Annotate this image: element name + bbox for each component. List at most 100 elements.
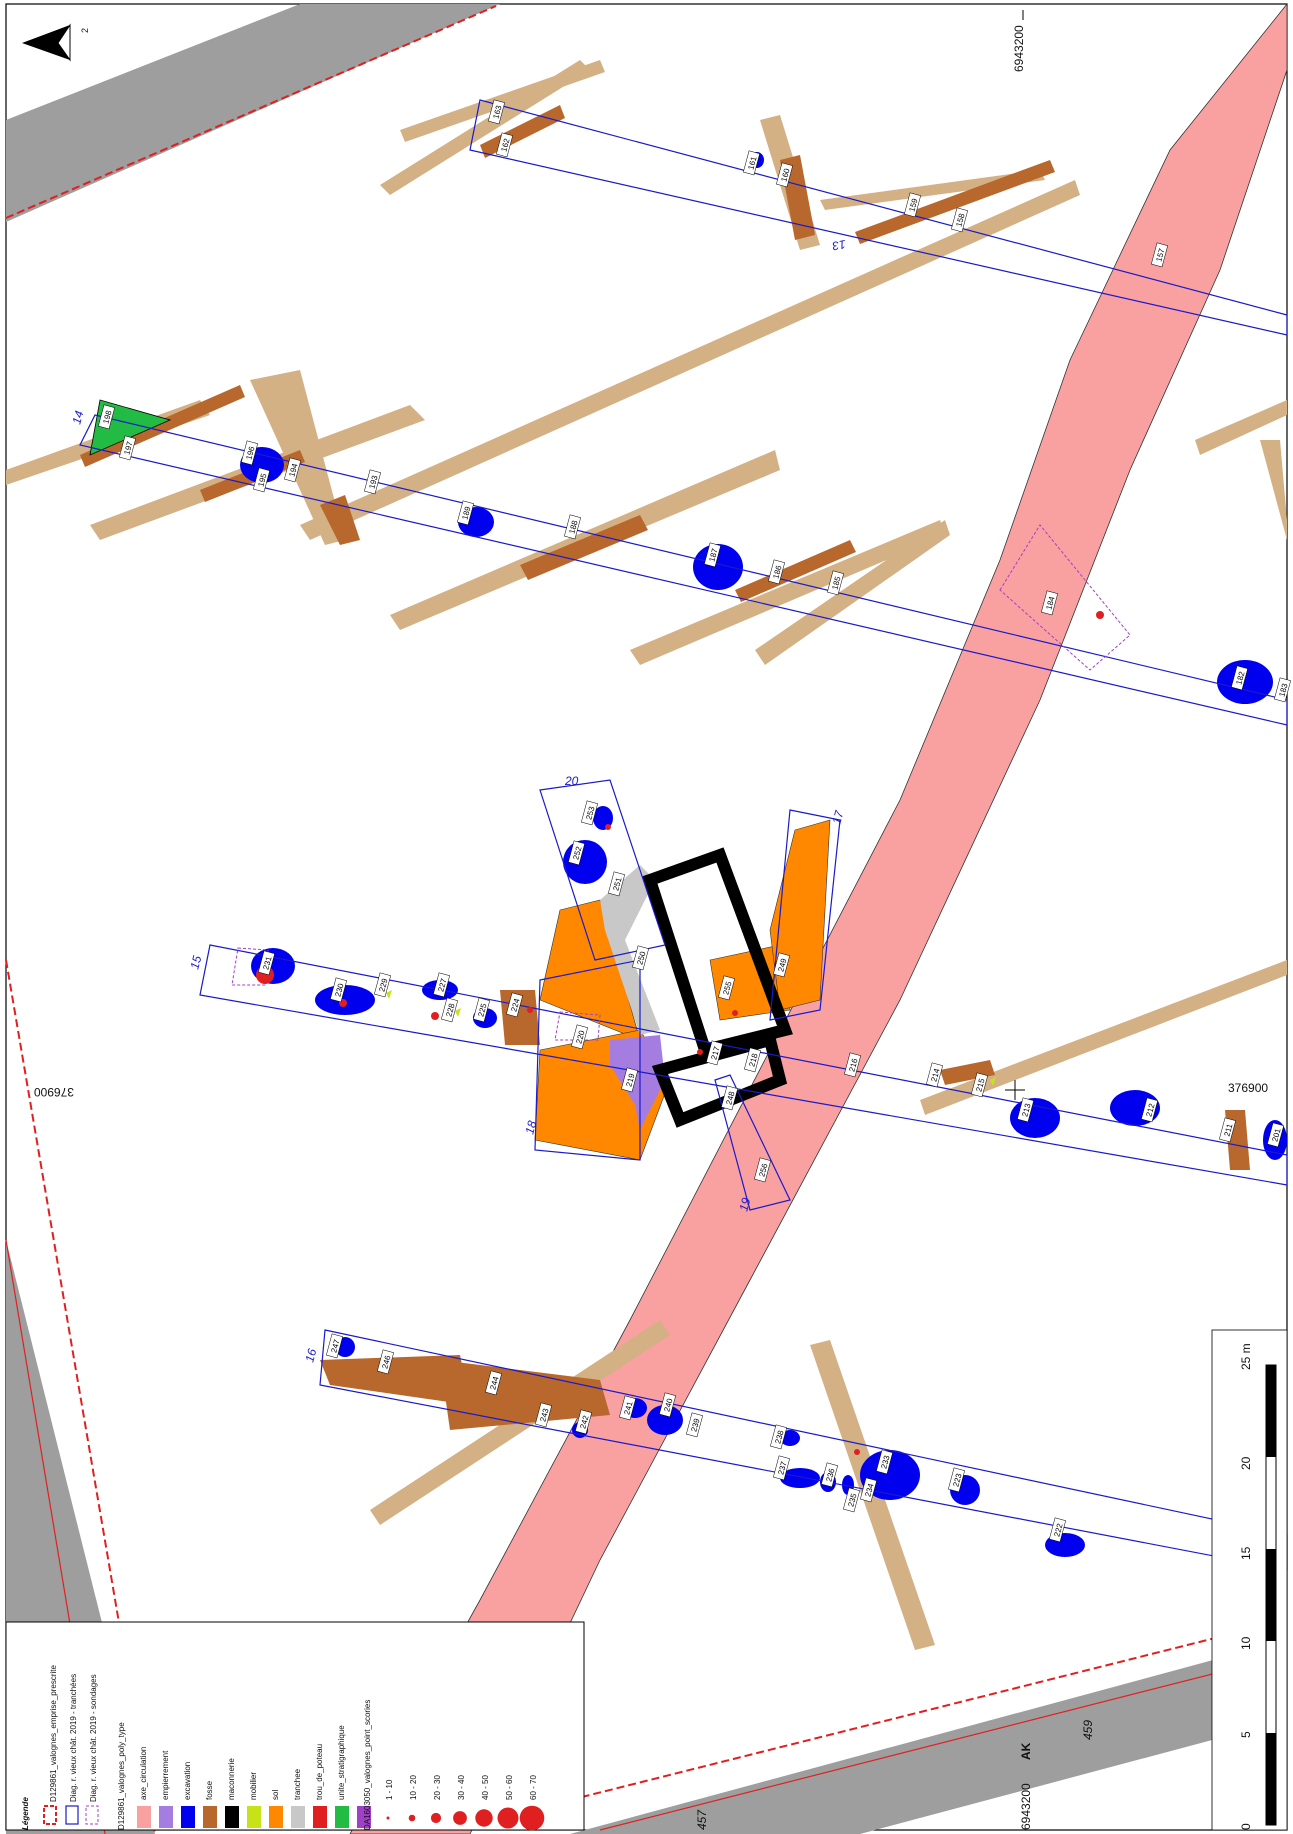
unit-label-255: 255 xyxy=(718,975,735,1001)
unit-label-text: 214 xyxy=(929,1067,941,1083)
unit-label-text: 198 xyxy=(101,409,113,425)
sondage-231 xyxy=(231,947,269,986)
unit-label-text: 230 xyxy=(333,982,345,998)
unit-label-text: 163 xyxy=(491,104,503,120)
scorie-symbol xyxy=(408,1814,416,1822)
parcel-ak: AK xyxy=(1019,1742,1033,1760)
unit-label-text: 248 xyxy=(724,1090,736,1106)
unit-label-box xyxy=(581,800,598,826)
legend-label: empierrement xyxy=(161,1750,170,1800)
unit-label-box xyxy=(377,1349,394,1375)
unit-label-box xyxy=(568,840,585,866)
unit-label-249: 249 xyxy=(773,952,790,978)
unit-label-252: 252 xyxy=(568,840,585,866)
legend-poly-sol: sol xyxy=(269,1790,283,1828)
unit-label-text: 216 xyxy=(847,1057,859,1073)
unit-label-box xyxy=(632,945,649,971)
legend-label: excavation xyxy=(183,1762,192,1800)
grid-crosshair xyxy=(1005,1080,1025,1100)
unit-label-text: 243 xyxy=(538,1407,550,1423)
unit-label-229: 229 xyxy=(374,972,391,998)
unit-label-box xyxy=(1219,1117,1236,1143)
unit-label-box xyxy=(776,162,793,188)
legend-point-6: 60 - 70 xyxy=(519,1775,545,1831)
unit-label-text: 189 xyxy=(460,505,472,521)
legend-point-label: 1 - 10 xyxy=(385,1779,394,1800)
trench-label-15: 15 xyxy=(187,954,204,971)
unit-label-text: 256 xyxy=(757,1162,769,1178)
unit-label-239: 239 xyxy=(686,1412,703,1438)
legend-title: Légende xyxy=(21,1797,30,1830)
unit-label-text: 238 xyxy=(773,1429,785,1445)
unit-label-222: 222 xyxy=(1049,1517,1066,1543)
scale-unit: 25 m xyxy=(1239,1343,1253,1370)
unit-label-text: 235 xyxy=(846,1492,858,1508)
legend-swatch xyxy=(181,1806,195,1828)
trench-label-16: 16 xyxy=(302,1347,319,1364)
unit-label-text: 249 xyxy=(776,957,788,973)
unit-label-text: 211 xyxy=(1222,1122,1234,1137)
unit-label-text: 231 xyxy=(261,955,273,971)
legend-poly-trou_de_poteau: trou_de_poteau xyxy=(313,1744,327,1828)
legend-poly-items: axe_circulation empierrement excavation fos… xyxy=(137,1725,371,1828)
unit-label-text: 246 xyxy=(380,1354,392,1370)
legend-point-label: 50 - 60 xyxy=(505,1775,514,1800)
unit-label-215: 215 xyxy=(971,1072,988,1098)
legend-label: axe_circulation xyxy=(139,1747,148,1800)
unit-label-text: 224 xyxy=(509,997,521,1013)
unit-label-text: 220 xyxy=(574,1029,586,1045)
unit-label-box xyxy=(773,1455,790,1481)
unit-label-185: 185 xyxy=(827,570,844,596)
unit-label-text: 162 xyxy=(499,137,511,153)
coord-bottom: 6943200 xyxy=(1019,1783,1033,1830)
legend-point-label: 30 - 40 xyxy=(457,1775,466,1800)
unit-label-text: 223 xyxy=(951,1472,963,1488)
maconnerie xyxy=(642,847,793,1128)
unit-label-text: 201 xyxy=(1270,1127,1282,1143)
unit-label-158: 158 xyxy=(951,207,968,233)
legend-swatch xyxy=(159,1806,173,1828)
legend-item-tranchees: Diag. r. vieux chât. 2019 - tranchées xyxy=(69,1674,78,1802)
unit-label-text: 187 xyxy=(707,547,719,563)
unit-label-box xyxy=(659,1392,676,1418)
unit-label-text: 234 xyxy=(863,1482,875,1498)
coord-mid-left: 376900 xyxy=(34,1085,74,1099)
unit-label-box xyxy=(98,404,115,430)
unit-label-box xyxy=(253,467,270,493)
legend-poly-maconnerie: maconnerie xyxy=(225,1758,239,1828)
scale-tick-0: 0 xyxy=(1239,1823,1253,1830)
unit-label-157: 157 xyxy=(1151,242,1168,268)
unit-label-213: 213 xyxy=(1017,1097,1034,1123)
unit-label-box xyxy=(1267,1122,1284,1148)
unit-label-243: 243 xyxy=(535,1402,552,1428)
trench-label-20: 20 xyxy=(564,774,579,788)
legend-swatch xyxy=(335,1806,349,1828)
unit-label-text: 240 xyxy=(662,1397,674,1413)
unit-label-box xyxy=(564,514,581,540)
unit-label-text: 158 xyxy=(954,212,966,228)
legend-swatch-emprise xyxy=(43,1805,57,1825)
unit-label-box xyxy=(1141,1097,1158,1123)
unit-label-text: 184 xyxy=(1044,595,1056,611)
unit-label-text: 194 xyxy=(287,462,299,478)
unit-label-box xyxy=(1041,590,1058,616)
coord-top-right: 6943200 xyxy=(1012,25,1026,72)
legend-swatch xyxy=(291,1806,305,1828)
legend-poly-empierrement: empierrement xyxy=(159,1750,173,1828)
unit-label-214: 214 xyxy=(926,1062,943,1088)
unit-label-251: 251 xyxy=(608,871,625,897)
legend-poly-fosse: fosse xyxy=(203,1780,217,1828)
legend-point-5: 50 - 60 xyxy=(497,1775,519,1829)
legend-point-0: 1 - 10 xyxy=(385,1779,394,1820)
scale-bar: 25 m 0 5 10 15 20 xyxy=(1211,1329,1288,1831)
unit-label-text: 244 xyxy=(488,1375,500,1391)
unit-label-238: 238 xyxy=(770,1424,787,1450)
unit-label-box xyxy=(686,1412,703,1438)
unit-label-text: 193 xyxy=(367,474,379,490)
legend-point-label: 60 - 70 xyxy=(529,1775,538,1800)
unit-label-219: 219 xyxy=(621,1067,638,1093)
empierrement xyxy=(610,1035,665,1130)
legend-poly-tranchee: tranchee xyxy=(291,1768,305,1828)
unit-label-box xyxy=(619,1395,636,1421)
